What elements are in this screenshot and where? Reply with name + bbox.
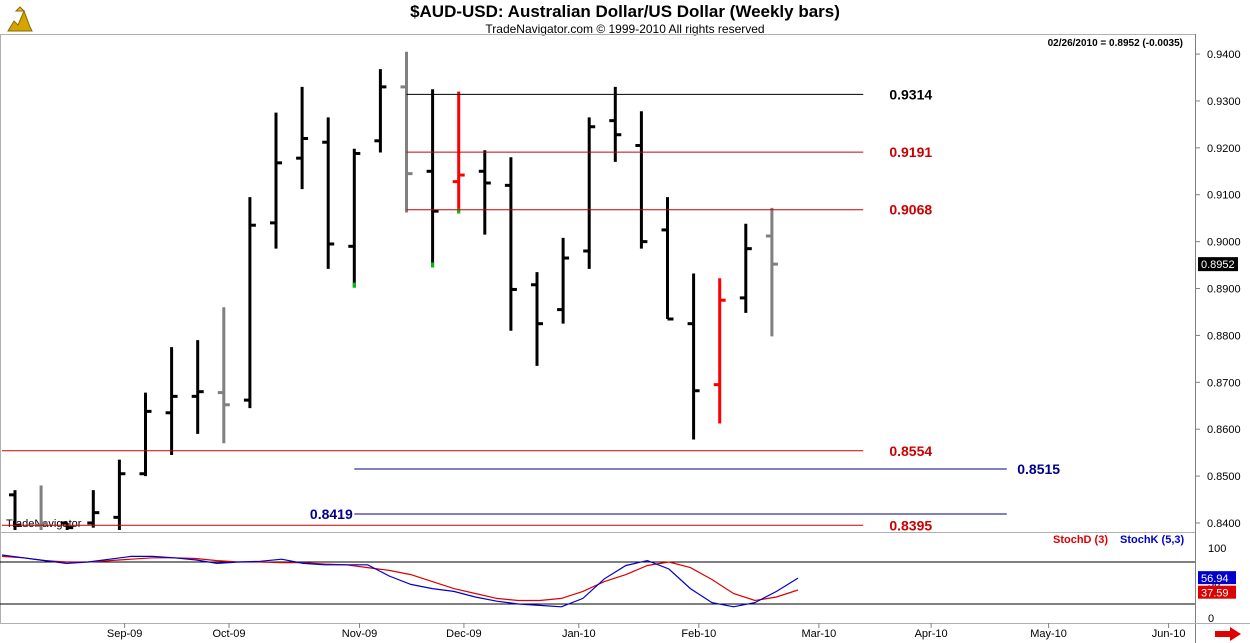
y-tick-label: 0.8800 xyxy=(1207,330,1241,342)
quote-readout: 02/26/2010 = 0.8952 (-0.0035) xyxy=(1048,38,1183,49)
ohlc-bar xyxy=(687,273,700,440)
level-label: 0.9314 xyxy=(889,86,932,102)
level-label: 0.9191 xyxy=(889,144,932,160)
stoch-series-line xyxy=(1,554,799,608)
x-tick-label: Nov-09 xyxy=(342,628,377,640)
ohlc-bar xyxy=(139,392,152,477)
level-label: 0.8554 xyxy=(889,443,932,459)
date-x-axis: Sep-09 Oct-09 Nov-09 Dec-09 Jan-10 Feb-10 Mar-… xyxy=(107,623,1186,640)
ohlc-bar xyxy=(426,89,439,268)
y-tick-label: 0.8700 xyxy=(1207,377,1241,389)
y-tick-label: 0.9100 xyxy=(1207,190,1241,202)
stoch-series-line xyxy=(1,555,799,602)
ohlc-bar xyxy=(243,197,256,409)
x-tick-label: Feb-10 xyxy=(681,628,716,640)
ohlc-bar xyxy=(87,490,100,528)
scroll-right-arrow-icon[interactable] xyxy=(1214,627,1242,641)
ohlc-bar xyxy=(348,148,361,288)
ohlc-bar xyxy=(661,197,674,321)
stochd-value-box xyxy=(1198,585,1236,599)
last-price-label: 0.8952 xyxy=(1201,259,1235,271)
stochk-value-box xyxy=(1198,571,1236,585)
ohlc-bar xyxy=(191,340,204,434)
legend-stochk: StochK (5,3) xyxy=(1120,534,1185,546)
level-label: 0.9068 xyxy=(889,202,932,218)
ohlc-bar xyxy=(504,157,517,331)
y-tick-label: 0.8900 xyxy=(1207,284,1241,296)
ohlc-bar xyxy=(557,237,570,324)
ohlc-bar xyxy=(296,86,309,190)
price-bars-layer xyxy=(9,51,778,530)
x-tick-label: Sep-09 xyxy=(107,628,142,640)
level-label: 0.8515 xyxy=(1017,461,1060,477)
ohlc-bar xyxy=(531,272,543,366)
y-tick-label: 0.9300 xyxy=(1207,96,1241,108)
ohlc-bar xyxy=(713,278,726,424)
stoch-y-label: 100 xyxy=(1208,543,1226,555)
ohlc-bar xyxy=(113,459,126,530)
y-tick-label: 0.8600 xyxy=(1207,424,1241,436)
chart-subtitle: TradeNavigator.com © 1999-2010 All right… xyxy=(485,22,765,36)
x-tick-label: Jun-10 xyxy=(1152,628,1186,640)
ohlc-bar xyxy=(609,86,622,162)
ohlc-bar xyxy=(635,111,648,249)
ohlc-bar xyxy=(478,150,491,235)
legend-stochd: StochD (3) xyxy=(1053,534,1108,546)
ohlc-bar xyxy=(583,117,596,269)
x-tick-label: Jan-10 xyxy=(562,628,596,640)
stoch-y-label: 0 xyxy=(1208,613,1214,625)
stochd-value: 37.59 xyxy=(1201,588,1229,600)
price-y-axis: 0.9400 0.9300 0.9200 0.9100 0.9000 0.8900 0.88… xyxy=(1195,49,1241,530)
chart-title: $AUD-USD: Australian Dollar/US Dollar (W… xyxy=(410,2,840,21)
trade-navigator-logo-icon xyxy=(4,3,36,35)
y-tick-label: 0.9000 xyxy=(1207,237,1241,249)
level-label: 0.8419 xyxy=(310,506,353,522)
ohlc-bar xyxy=(61,521,74,530)
level-lines-layer: 0.9314 0.9191 0.9068 0.8554 0.8515 0.8419 0.83… xyxy=(1,86,1060,533)
ohlc-bar xyxy=(322,117,335,269)
y-tick-label: 0.9400 xyxy=(1207,49,1241,61)
y-tick-label: 0.8500 xyxy=(1207,471,1241,483)
ohlc-bar xyxy=(739,223,752,313)
ohlc-bar xyxy=(270,112,282,249)
ohlc-bar xyxy=(374,69,387,153)
x-tick-label: May-10 xyxy=(1030,628,1067,640)
x-tick-label: Mar-10 xyxy=(801,628,836,640)
ohlc-bar xyxy=(765,207,778,337)
x-tick-label: Apr-10 xyxy=(915,628,948,640)
x-tick-label: Oct-09 xyxy=(213,628,246,640)
y-tick-label: 0.8400 xyxy=(1207,518,1241,530)
stochk-value: 56.94 xyxy=(1201,573,1229,585)
ohlc-bar xyxy=(165,347,178,455)
level-label: 0.8395 xyxy=(889,517,932,533)
x-tick-label: Dec-09 xyxy=(446,628,481,640)
ohlc-bar xyxy=(217,307,230,444)
y-tick-label: 0.9200 xyxy=(1207,143,1241,155)
last-price-box xyxy=(1198,257,1238,272)
ohlc-bar xyxy=(400,51,413,213)
